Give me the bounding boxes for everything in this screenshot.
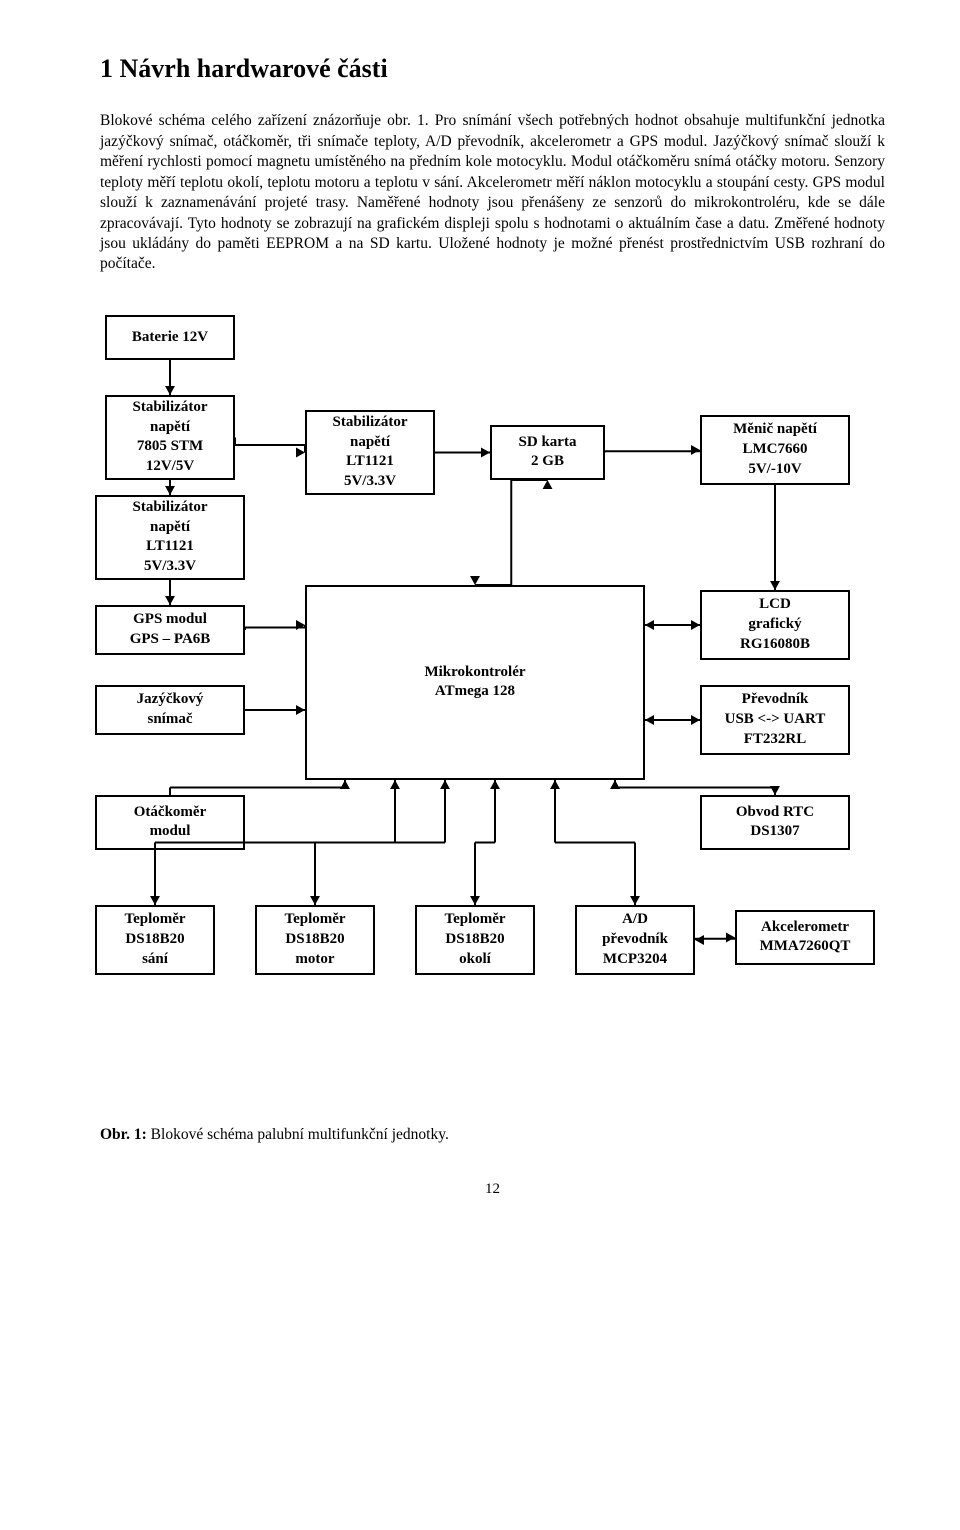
block-accel: AkcelerometrMMA7260QT <box>735 910 875 965</box>
figure-caption: Obr. 1: Blokové schéma palubní multifunk… <box>100 1125 885 1145</box>
block-usb: PřevodníkUSB <-> UARTFT232RL <box>700 685 850 755</box>
block-gps: GPS modulGPS – PA6B <box>95 605 245 655</box>
block-lcd: LCDgrafickýRG16080B <box>700 590 850 660</box>
block-rtc: Obvod RTCDS1307 <box>700 795 850 850</box>
block-t1: TeploměrDS18B20sání <box>95 905 215 975</box>
block-t2: TeploměrDS18B20motor <box>255 905 375 975</box>
body-paragraph: Blokové schéma celého zařízení znázorňuj… <box>100 111 885 275</box>
page-number: 12 <box>100 1180 885 1200</box>
block-t3: TeploměrDS18B20okolí <box>415 905 535 975</box>
block-adc: A/DpřevodníkMCP3204 <box>575 905 695 975</box>
block-sd: SD karta2 GB <box>490 425 605 480</box>
caption-text: Blokové schéma palubní multifunkční jedn… <box>147 1126 449 1143</box>
block-stabA: StabilizátornapětíLT11215V/3.3V <box>95 495 245 580</box>
block-mcu: MikrokontrolérATmega 128 <box>305 585 645 780</box>
block-otac: Otáčkoměrmodul <box>95 795 245 850</box>
block-diagram: Baterie 12V Stabilizátornapětí7805 STM12V… <box>95 315 875 1085</box>
block-menic: Měnič napětíLMC76605V/-10V <box>700 415 850 485</box>
block-jaz: Jazýčkovýsnímač <box>95 685 245 735</box>
block-stabB: StabilizátornapětíLT11215V/3.3V <box>305 410 435 495</box>
section-heading: 1 Návrh hardwarové části <box>100 52 885 86</box>
block-stab7805: Stabilizátornapětí7805 STM12V/5V <box>105 395 235 480</box>
caption-label: Obr. 1: <box>100 1126 147 1143</box>
block-battery: Baterie 12V <box>105 315 235 360</box>
